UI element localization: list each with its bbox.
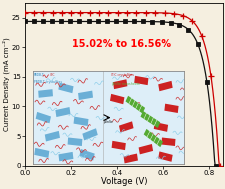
Y-axis label: Current Density (mA cm⁻²): Current Density (mA cm⁻²) [3, 37, 10, 131]
Text: 15.02% to 16.56%: 15.02% to 16.56% [72, 39, 171, 49]
X-axis label: Voltage (V): Voltage (V) [100, 177, 147, 186]
